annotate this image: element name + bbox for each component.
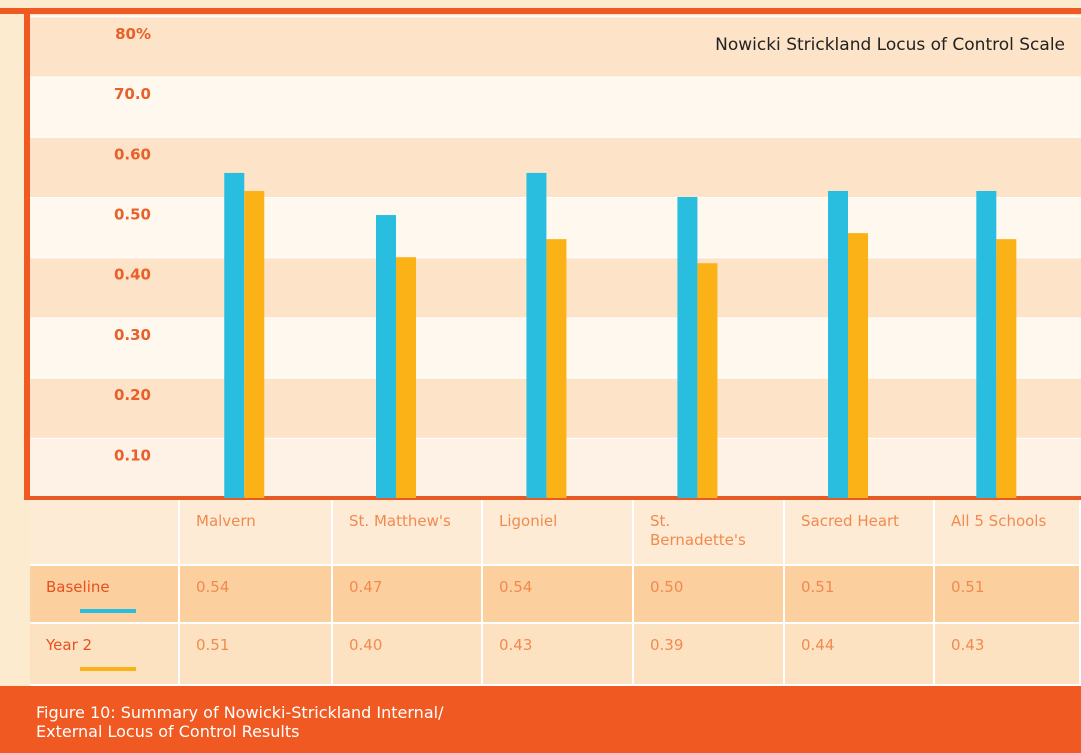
bar [996, 239, 1017, 498]
bar [546, 239, 567, 498]
data-table: Malvern St. Matthew's Ligoniel St. Bernadet… [30, 500, 1081, 686]
bar [697, 263, 718, 498]
y-tick-label: 70.0 [114, 85, 151, 103]
value-label: 0.51 [785, 566, 935, 624]
category-label: St. Bernadette's [634, 500, 785, 566]
bar [828, 190, 848, 499]
value-label: 0.50 [634, 566, 785, 624]
table-row: Year 2 0.51 0.40 0.43 0.39 0.44 0.43 [30, 624, 1081, 686]
bar [848, 233, 868, 498]
y-tick-label: 0.30 [114, 326, 151, 344]
grid-band [30, 136, 1081, 197]
category-label: Malvern [180, 500, 333, 566]
bar [526, 172, 547, 499]
bar [976, 190, 997, 499]
grid-band [30, 14, 1081, 77]
frame-top [0, 8, 1081, 14]
y-tick-label: 80% [115, 25, 151, 43]
y-tick-label: 0.10 [114, 446, 151, 464]
y-tick-label: 0.50 [114, 206, 151, 224]
value-label: 0.47 [333, 566, 483, 624]
bar [376, 215, 396, 498]
value-label: 0.40 [333, 624, 483, 686]
legend-label: Year 2 [46, 636, 93, 654]
value-label: 0.43 [483, 624, 634, 686]
table-row: Baseline 0.54 0.47 0.54 0.50 0.51 0.51 [30, 566, 1081, 624]
value-label: 0.44 [785, 624, 935, 686]
grid-band [30, 76, 1081, 137]
category-label: Ligoniel [483, 500, 634, 566]
bar [244, 190, 265, 499]
value-label: 0.54 [180, 566, 333, 624]
category-label: All 5 Schools [935, 500, 1081, 566]
caption: Figure 10: Summary of Nowicki-Strickland… [0, 686, 1081, 753]
legend-swatch [80, 609, 136, 613]
category-label: Sacred Heart [785, 500, 935, 566]
bar [677, 197, 698, 498]
value-label: 0.54 [483, 566, 634, 624]
y-tick-label: 0.60 [114, 145, 151, 163]
bar [224, 172, 245, 499]
legend-swatch [80, 667, 136, 671]
legend-cell: Baseline [30, 566, 180, 624]
table-corner [30, 500, 180, 566]
table-header-row: Malvern St. Matthew's Ligoniel St. Bernadet… [30, 500, 1081, 566]
chart-title: Nowicki Strickland Locus of Control Scal… [715, 35, 1065, 55]
bar [396, 257, 416, 498]
value-label: 0.43 [935, 624, 1081, 686]
category-label: St. Matthew's [333, 500, 483, 566]
value-label: 0.39 [634, 624, 785, 686]
frame-left [24, 8, 30, 500]
legend-label: Baseline [46, 578, 110, 596]
y-tick-label: 0.20 [114, 386, 151, 404]
value-label: 0.51 [935, 566, 1081, 624]
chart: Nowicki Strickland Locus of Control Scal… [0, 8, 1081, 500]
value-label: 0.51 [180, 624, 333, 686]
y-tick-label: 0.40 [114, 266, 151, 284]
legend-cell: Year 2 [30, 624, 180, 686]
